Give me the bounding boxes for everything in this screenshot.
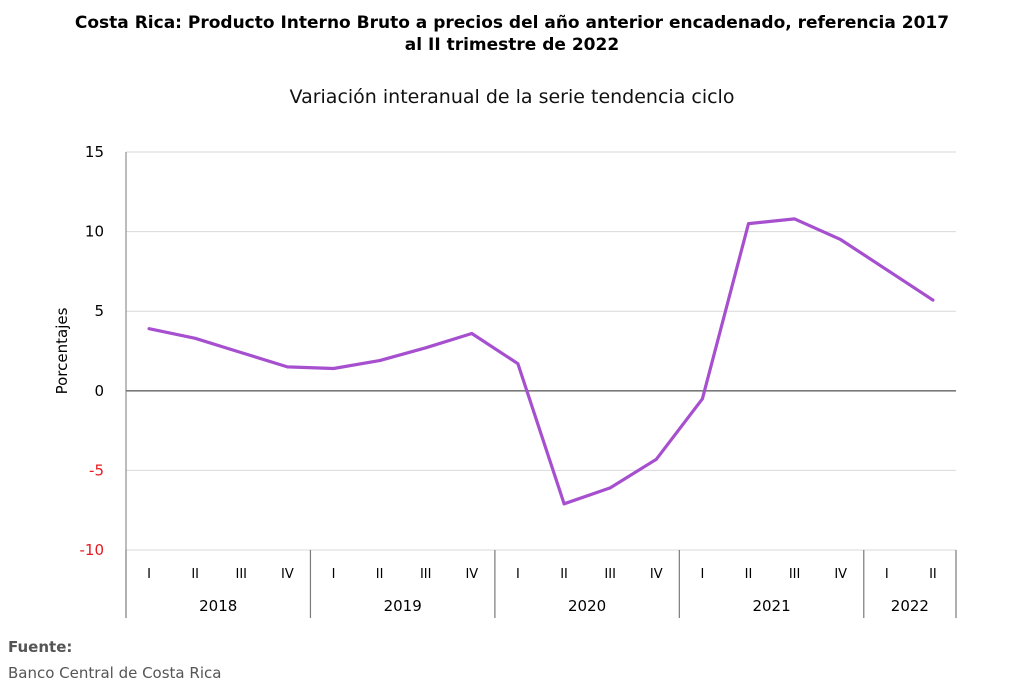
y-tick-label: -5 [89,461,104,479]
data-point [562,502,566,506]
quarter-tick-label: IV [650,567,663,582]
series-line [147,217,935,506]
y-tick-label: -10 [80,541,105,559]
y-axis-label: Porcentajes [53,307,71,394]
year-label: 2018 [199,597,237,615]
data-point [147,327,151,331]
data-point [700,397,704,401]
data-point [193,336,197,340]
quarter-tick-label: IV [465,567,478,582]
chart-title-line-1: Costa Rica: Producto Interno Bruto a pre… [74,13,950,33]
year-label: 2019 [384,597,422,615]
y-tick-label: 5 [94,302,104,320]
chart-title-line-2: al II trimestre de 2022 [404,35,620,55]
quarter-tick-label: IV [834,567,847,582]
quarter-tick-label: II [560,567,568,582]
data-point [332,367,335,370]
data-point [793,217,797,221]
data-point [608,486,612,490]
quarter-tick-label: III [420,567,432,582]
y-tick-label: 15 [85,143,104,161]
quarter-tick-label: II [191,567,199,582]
quarter-tick-label: I [516,567,520,582]
source-label: Fuente: [8,638,73,656]
quarter-tick-label: IV [281,567,294,582]
quarter-tick-label: I [332,567,336,582]
year-label: 2020 [568,597,606,615]
data-point [931,298,935,302]
chart-subtitle: Variación interanual de la serie tendenc… [289,86,735,108]
year-label: 2022 [891,597,929,615]
quarter-tick-label: II [745,567,753,582]
data-point [470,332,474,335]
data-point [239,351,243,354]
quarter-tick-label: III [789,567,801,582]
quarter-tick-label: II [376,567,384,582]
y-tick-label: 10 [85,223,104,241]
data-point [747,222,750,226]
quarter-tick-label: III [604,567,616,582]
source-text: Banco Central de Costa Rica [8,664,222,682]
data-point [378,359,382,362]
quarter-tick-label: I [147,567,151,582]
data-point [839,238,843,241]
data-point [285,365,289,369]
quarter-tick-label: III [236,567,248,582]
data-point [424,346,428,350]
data-point [516,362,520,366]
quarter-tick-label: II [929,567,937,582]
quarter-tick-label: I [885,567,889,582]
chart-title: Costa Rica: Producto Interno Bruto a pre… [0,12,1024,56]
data-point [654,457,658,461]
year-label: 2021 [752,597,790,615]
data-point [885,268,889,272]
quarter-tick-label: I [700,567,704,582]
y-tick-label: 0 [94,382,104,400]
